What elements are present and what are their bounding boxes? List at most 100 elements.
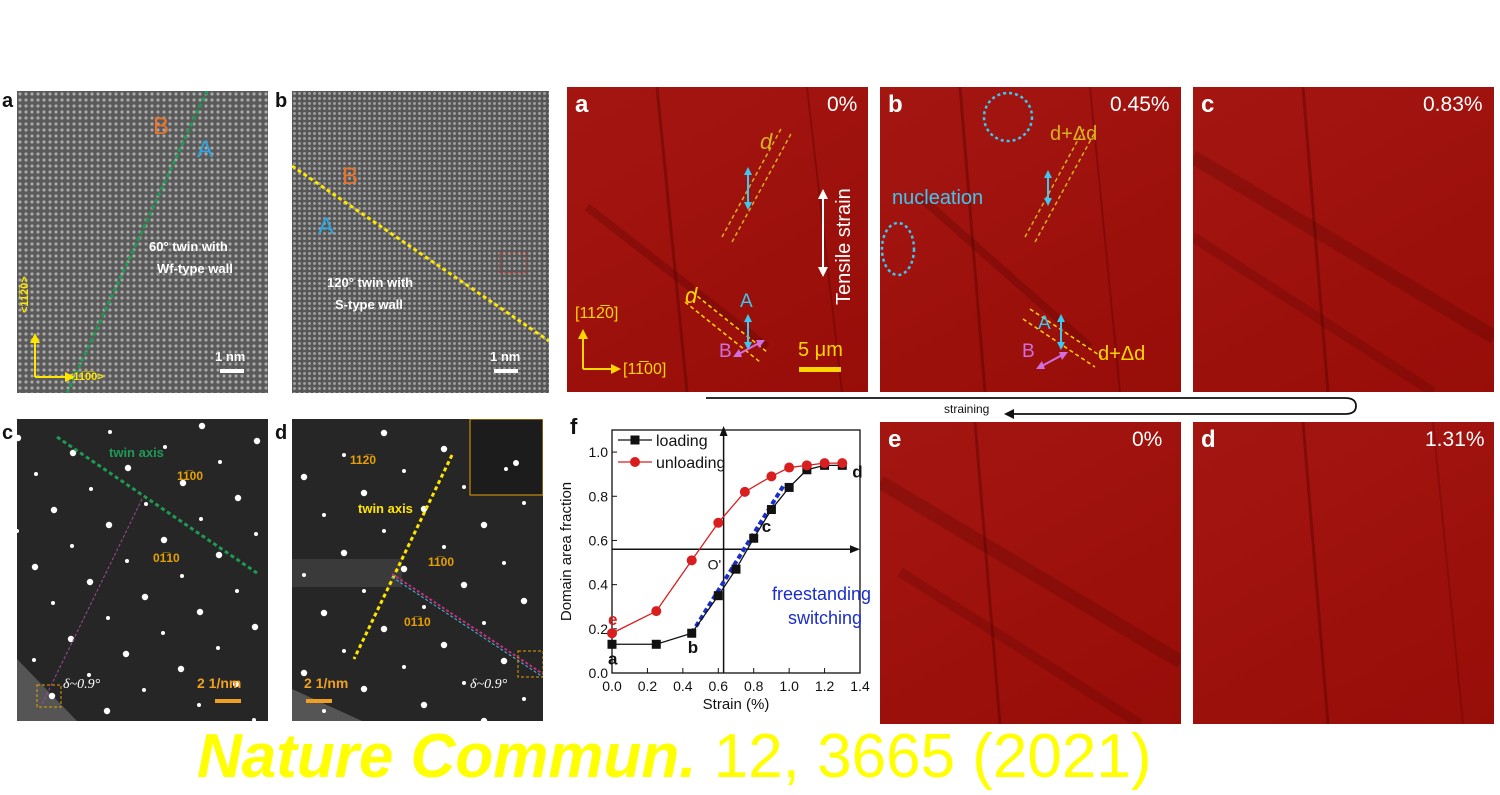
diff-d-shadow <box>292 559 402 587</box>
diff-c-spot <box>31 563 39 571</box>
pfm-d-percent: 1.31% <box>1425 428 1485 451</box>
series-loading-point <box>651 639 661 649</box>
diff-d-spot <box>402 665 406 669</box>
pfm-e-letter: e <box>888 426 902 453</box>
diff-c-spot <box>70 544 74 548</box>
pfm-a-scale-label: 5 μm <box>798 339 843 361</box>
diff-d-spot <box>380 429 388 437</box>
diff-d-spot <box>520 597 528 605</box>
x-axis-label: Strain (%) <box>703 696 770 713</box>
x-tick-label: 1.0 <box>779 678 799 694</box>
y-axis-label: Domain area fraction <box>558 482 575 621</box>
diff-d-spot <box>482 621 486 625</box>
diff-d-spot <box>462 681 466 685</box>
diff-c-spot <box>125 559 129 563</box>
series-loading-point <box>687 628 697 638</box>
y-tick-label: 0.8 <box>589 488 609 504</box>
tem-a-caption-2: Wf-type wall <box>157 261 233 276</box>
diff-c-spot <box>253 437 261 445</box>
pfm-c-percent: 0.83% <box>1423 93 1483 116</box>
diffraction-panel-d: 112̅0 twin axis 11̅00 01̅10 2 1/nm δ~0.9… <box>292 419 543 721</box>
diff-d-spot <box>440 445 448 453</box>
diff-d-scale-bar <box>306 699 332 703</box>
diff-c-spot-1: 11̅00 <box>177 469 204 483</box>
diff-c-spot <box>216 646 220 650</box>
diff-c-spot <box>103 707 111 715</box>
diff-c-spot <box>218 460 222 464</box>
legend-loading-label: loading <box>656 433 708 450</box>
pfm-panel-b: b 0.45% nucleation d+Δd d+Δd A B <box>880 87 1181 392</box>
diff-d-spot <box>522 697 526 701</box>
pfm-a-percent: 0% <box>827 93 858 116</box>
diff-d-spot-1: 112̅0 <box>350 453 377 467</box>
diff-d-inset-spot <box>513 460 519 466</box>
tem-a-axis-h: <11̅0̅0> <box>67 371 104 383</box>
diff-d-spot <box>480 717 488 721</box>
diff-c-spot <box>144 502 148 506</box>
legend-unloading-marker <box>630 457 640 467</box>
diff-c-spot <box>254 532 258 536</box>
diff-d-spot <box>302 573 306 577</box>
pfm-b-label-a: A <box>1038 313 1051 334</box>
diff-c-spot <box>251 623 259 631</box>
x-tick-label: 0.4 <box>673 678 693 694</box>
diff-c-spot <box>48 692 56 700</box>
diff-c-spot <box>89 487 93 491</box>
diff-c-spot <box>197 703 201 707</box>
legend-loading-marker <box>630 435 640 445</box>
diff-d-spot <box>442 545 446 549</box>
x-tick-label: 1.4 <box>850 678 870 694</box>
pfm-b-label-b: B <box>1022 341 1035 362</box>
diff-d-spot-2: 11̅00 <box>428 555 455 569</box>
diff-c-spot <box>199 517 203 521</box>
diff-c-background <box>17 419 268 721</box>
pfm-panel-a: a 0% d d A B Tensile strain [112̅0] [11̅… <box>567 87 868 392</box>
pfm-panel-c: c 0.83% <box>1193 87 1494 392</box>
diff-c-spot <box>105 521 113 529</box>
x-tick-label: 0.2 <box>638 678 658 694</box>
chart-panel-letter: f <box>570 414 578 439</box>
x-tick-label: 0.6 <box>709 678 729 694</box>
diff-c-spot-2: 01̅10 <box>153 551 180 565</box>
pfm-e-percent: 0% <box>1132 428 1163 451</box>
origin-label: O' <box>708 556 722 572</box>
series-unloading-point <box>801 460 812 471</box>
series-unloading-point <box>819 458 830 469</box>
diff-d-inset <box>469 419 543 496</box>
y-tick-label: 0.0 <box>589 665 609 681</box>
diff-c-spot <box>87 673 91 677</box>
diff-d-spot <box>300 669 308 677</box>
series-loading-point <box>766 505 776 515</box>
diff-c-spot <box>161 631 165 635</box>
origin-vertical-arrow <box>719 426 728 436</box>
diff-d-spot <box>502 561 506 565</box>
diff-c-spot <box>34 472 38 476</box>
y-tick-label: 0.2 <box>589 621 609 637</box>
diff-d-spot <box>360 685 368 693</box>
chart-plot-frame <box>611 429 861 674</box>
series-unloading-point <box>784 462 795 473</box>
series-unloading-point <box>651 606 662 617</box>
diff-c-spot <box>50 506 58 514</box>
diff-c-spot <box>69 449 77 457</box>
diffraction-panel-c: twin axis 11̅00 01̅10 δ~0.9° 2 1/nm <box>17 419 268 721</box>
left-panel-a-letter: a <box>2 90 14 112</box>
diff-c-spot <box>51 601 55 605</box>
diff-d-inset-spot <box>504 467 508 471</box>
diff-d-spot <box>360 489 368 497</box>
diff-c-twin-axis: twin axis <box>109 445 164 460</box>
diff-c-beamstop <box>17 659 77 721</box>
diff-c-twin-axis-line <box>56 435 258 575</box>
diff-c-spot <box>141 593 149 601</box>
tem-a-label-a: A <box>197 136 214 163</box>
diff-d-spot <box>462 485 466 489</box>
pfm-a-axis-v: [112̅0] <box>575 305 619 322</box>
diff-d-twin-axis: twin axis <box>358 501 413 516</box>
diff-d-spot <box>522 501 526 505</box>
pfm-a-d-top: d <box>760 129 773 154</box>
y-tick-label: 1.0 <box>589 444 609 460</box>
diff-d-spot <box>342 453 346 457</box>
diff-d-spot <box>402 469 406 473</box>
diff-c-spot <box>215 551 223 559</box>
y-tick-label: 0.6 <box>589 532 609 548</box>
